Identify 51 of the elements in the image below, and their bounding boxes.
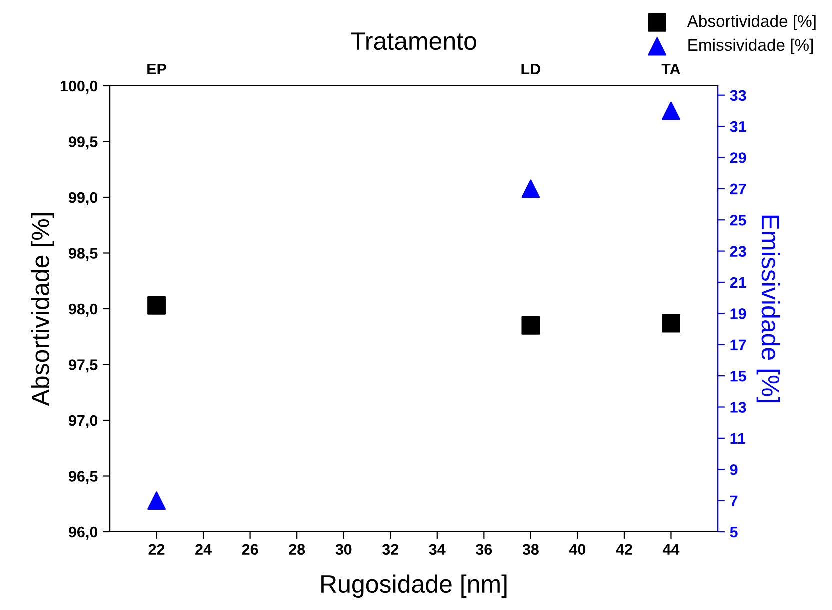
y2-tick-label: 21 xyxy=(730,277,746,288)
x-tick-label: 30 xyxy=(336,544,352,556)
x-tick-label: 24 xyxy=(196,544,212,555)
y2-tick-label: 9 xyxy=(730,464,738,476)
y-tick-label: 97,0 xyxy=(68,415,98,428)
x-axis-title: Rugosidade [nm] xyxy=(322,574,507,598)
y-tick-label: 97,5 xyxy=(68,360,98,373)
y2-tick-label: 31 xyxy=(730,121,746,132)
x-tick-label: 44 xyxy=(662,544,680,555)
point xyxy=(662,102,680,120)
y2-tick-label: 13 xyxy=(730,402,746,413)
y-tick-label: 100,0 xyxy=(60,80,98,94)
point xyxy=(662,314,680,333)
text: TA xyxy=(662,64,680,74)
x-tick-label: 26 xyxy=(242,544,258,556)
point xyxy=(522,316,540,335)
y2-tick-label: 29 xyxy=(730,152,746,164)
x2-axis-title: Tratamento xyxy=(351,32,476,50)
x-tick-label: 32 xyxy=(382,544,398,556)
y2-tick-label: 23 xyxy=(730,246,746,258)
y2-tick-label: 33 xyxy=(730,90,746,102)
y-tick-label: 98,5 xyxy=(68,248,98,262)
y2-tick-label: 19 xyxy=(730,308,746,320)
legend-label: Absortividade [%] xyxy=(687,15,816,31)
text: EP xyxy=(148,64,166,74)
y2-tick-label: 7 xyxy=(730,496,738,506)
point xyxy=(148,296,166,315)
y2-tick-label: 15 xyxy=(730,371,746,382)
x-tick-label: 42 xyxy=(616,544,632,555)
x-tick-label: 34 xyxy=(429,544,446,556)
point xyxy=(148,492,166,510)
text: LD xyxy=(522,64,540,74)
x-tick-label: 40 xyxy=(569,544,586,556)
y2-tick-label: 11 xyxy=(730,433,746,444)
y-tick-label: 96,0 xyxy=(68,526,98,540)
x-tick-label: 36 xyxy=(476,544,492,556)
y-axis-title: Absortividade [%] xyxy=(31,214,54,406)
y-tick-label: 98,0 xyxy=(68,304,98,317)
y2-tick-label: 25 xyxy=(730,214,746,226)
point xyxy=(522,180,540,198)
y2-axis-title: Emissividade [%] xyxy=(756,216,780,402)
y-tick-label: 96,5 xyxy=(68,471,98,484)
y-tick-label: 99,0 xyxy=(68,192,98,206)
x-tick-label: 22 xyxy=(148,544,165,555)
y2-tick-label: 17 xyxy=(730,340,746,350)
y2-tick-label: 5 xyxy=(730,527,738,538)
x-tick-label: 38 xyxy=(522,544,539,556)
y2-tick-label: 27 xyxy=(730,184,746,194)
y-tick-label: 99,5 xyxy=(68,136,98,150)
x-tick-label: 28 xyxy=(289,544,306,556)
legend-label: Emissividade [%] xyxy=(688,38,814,54)
